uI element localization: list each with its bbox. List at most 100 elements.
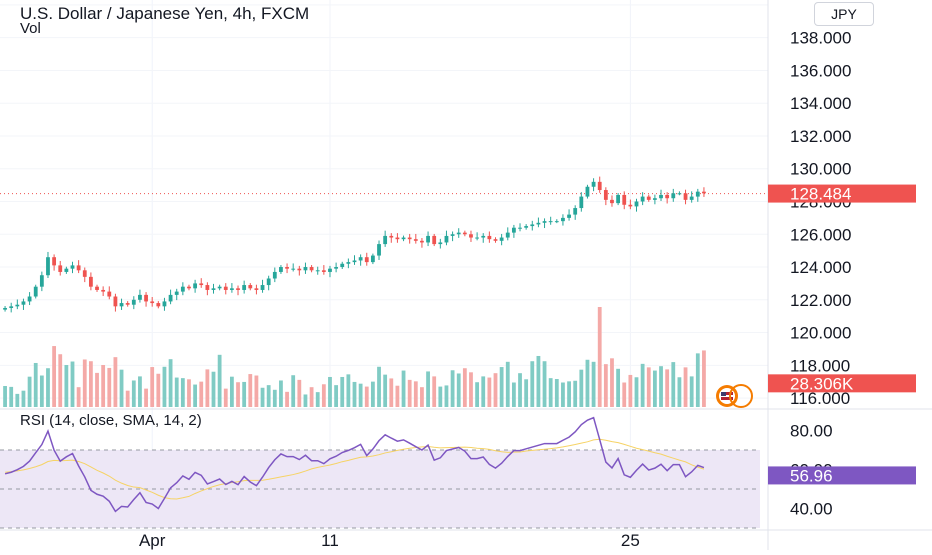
volume-bar [567, 381, 571, 407]
currency-badge[interactable]: JPY [814, 2, 874, 26]
volume-bar [223, 388, 228, 407]
candle-body [279, 267, 283, 272]
volume-bar [39, 375, 44, 407]
volume-bar [58, 354, 63, 407]
rsi-band-layer [0, 449, 760, 529]
volume-indicator-label[interactable]: Vol [20, 20, 41, 37]
candle-body [144, 294, 148, 302]
candle-body [260, 285, 265, 290]
candle-body [346, 262, 351, 264]
candle-body [242, 285, 247, 290]
candle-body [266, 278, 271, 286]
volume-bar [315, 392, 320, 407]
volume-bar [561, 382, 565, 407]
candle-body [334, 267, 339, 269]
volume-bar [242, 381, 247, 407]
volume-bar [144, 388, 148, 407]
candle-body [236, 288, 240, 290]
candle-body [450, 234, 455, 236]
candle-body [493, 239, 498, 241]
candle-body [469, 234, 473, 238]
volume-bar [70, 361, 75, 407]
volume-bar [659, 366, 663, 407]
volume-bar [9, 386, 14, 407]
last-volume-label-background [768, 374, 916, 393]
candle-body [438, 242, 443, 245]
candle-body [616, 194, 621, 204]
candle-body [3, 307, 7, 310]
volume-bar [370, 381, 375, 407]
volume-bar [46, 368, 50, 407]
candle-body [229, 288, 234, 290]
candle-body [254, 288, 259, 290]
volume-bar [505, 361, 510, 407]
candle-body [125, 303, 130, 305]
candle-body [579, 196, 584, 209]
candle-body [530, 224, 535, 227]
volume-bar [229, 376, 234, 407]
candle-body [652, 198, 657, 200]
price-tick-label: 132.000 [790, 127, 851, 146]
candle-body [505, 232, 510, 238]
last-rsi-label: 56.96 [790, 466, 833, 485]
volume-bar [499, 367, 504, 407]
volume-bar [695, 353, 700, 407]
volume-bar [524, 379, 529, 407]
volume-bar [95, 372, 99, 407]
volume-bar [309, 387, 314, 407]
candle-body [211, 288, 216, 290]
candle-body [64, 268, 69, 272]
candle-body [567, 214, 571, 218]
candle-body [340, 263, 345, 268]
candle-body [518, 227, 522, 229]
volume-bar [199, 381, 204, 407]
candle-body [46, 257, 50, 276]
price-tick-label: 120.000 [790, 324, 851, 343]
candle-body [561, 217, 565, 222]
volume-bar [640, 363, 645, 407]
candle-body [462, 232, 467, 235]
candle-body [634, 201, 639, 207]
candle-body [101, 289, 106, 292]
candle-body [180, 286, 185, 292]
candle-body [88, 276, 93, 287]
volume-bar [33, 362, 38, 407]
candle-body [27, 296, 32, 302]
volume-bar [469, 372, 473, 407]
candle-body [456, 232, 461, 235]
volume-bar [401, 370, 406, 407]
rsi-indicator-label[interactable]: RSI (14, close, SMA, 14, 2) [20, 412, 202, 429]
candle-body [591, 181, 596, 187]
candle-body [107, 291, 112, 297]
volume-bar [591, 361, 596, 407]
volume-bar [616, 368, 621, 407]
candle-layer [3, 176, 706, 313]
candle-body [383, 235, 388, 245]
volume-bar [346, 374, 351, 407]
candle-body [21, 301, 26, 305]
us-flag-stripe [721, 395, 733, 397]
rsi-line [4, 416, 705, 513]
volume-bar [291, 375, 296, 407]
volume-bar [174, 377, 179, 407]
candle-body [695, 191, 700, 197]
candle-body [395, 237, 400, 240]
price-tick-label: 124.000 [790, 258, 851, 277]
volume-bar [217, 354, 222, 407]
volume-bar [266, 385, 271, 407]
volume-bar [573, 380, 578, 407]
candle-body [205, 285, 210, 290]
candle-body [511, 227, 516, 233]
volume-bar [328, 376, 332, 407]
last-rsi-label-background [768, 466, 916, 485]
volume-bar [585, 359, 590, 407]
volume-bar [579, 369, 584, 407]
candle-body [628, 204, 633, 207]
volume-bar [285, 391, 289, 407]
volume-bar [665, 369, 670, 407]
candle-body [352, 260, 357, 263]
candle-body [248, 285, 253, 289]
candle-body [542, 221, 547, 223]
